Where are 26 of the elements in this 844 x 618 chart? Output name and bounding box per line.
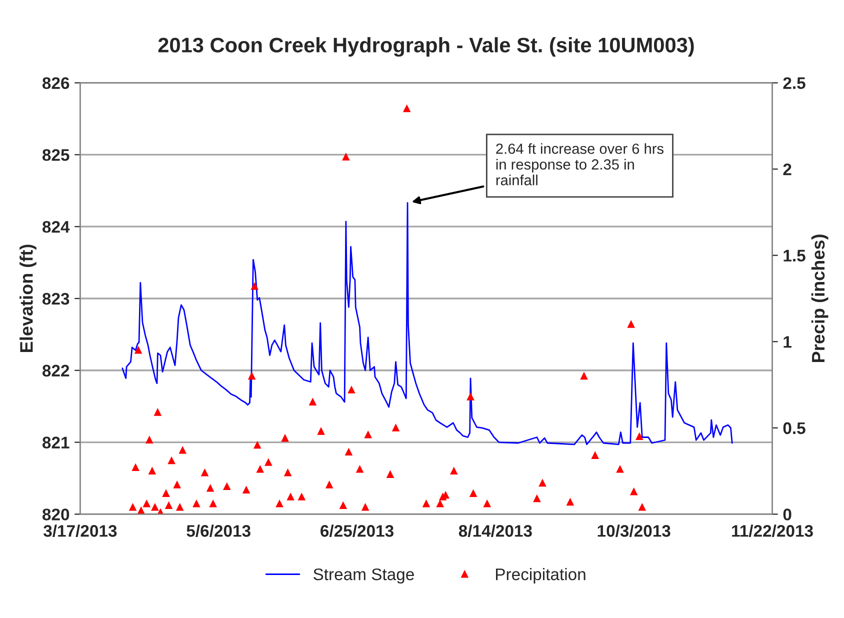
legend-label: Precipitation [496, 568, 586, 584]
y2-tick-label: 2.5 [783, 77, 806, 90]
x-tick-label: 6/25/2013 [320, 524, 394, 538]
y-tick-label: 823 [42, 292, 70, 305]
legend-label: Stream Stage [314, 568, 414, 584]
y2-tick-label: 1.5 [784, 250, 806, 262]
y-tick-label: 825 [42, 149, 70, 161]
y-axis-title: Elevation (ft) [20, 244, 36, 352]
x-tick-label: 5/6/2013 [186, 524, 250, 538]
x-tick-label: 10/3/2013 [598, 524, 670, 538]
y-tick-label: 826 [42, 77, 70, 90]
y2-axis-title: Precip (inches) [811, 234, 828, 362]
y2-tick-label: 0.5 [783, 422, 806, 434]
x-tick-label: 11/22/2013 [732, 524, 813, 538]
y-tick-label: 821 [42, 436, 70, 448]
y-tick-label: 824 [42, 221, 70, 233]
y2-tick-label: 2 [783, 163, 792, 176]
y-tick-label: 822 [42, 364, 70, 377]
x-tick-label: 3/17/2013 [43, 524, 117, 538]
annotation: 2.64 ft increase over 6 hrs in response to 2.35 in rainfall [496, 143, 664, 186]
chart-title: 2013 Coon Creek Hydrograph - Vale St. (site 10UM003) [158, 37, 694, 57]
y2-tick-label: 0 [783, 508, 792, 520]
y-tick-label: 820 [42, 508, 70, 520]
x-tick-label: 8/14/2013 [458, 524, 532, 538]
line-series [122, 202, 733, 446]
y2-tick-label: 1 [784, 336, 792, 348]
